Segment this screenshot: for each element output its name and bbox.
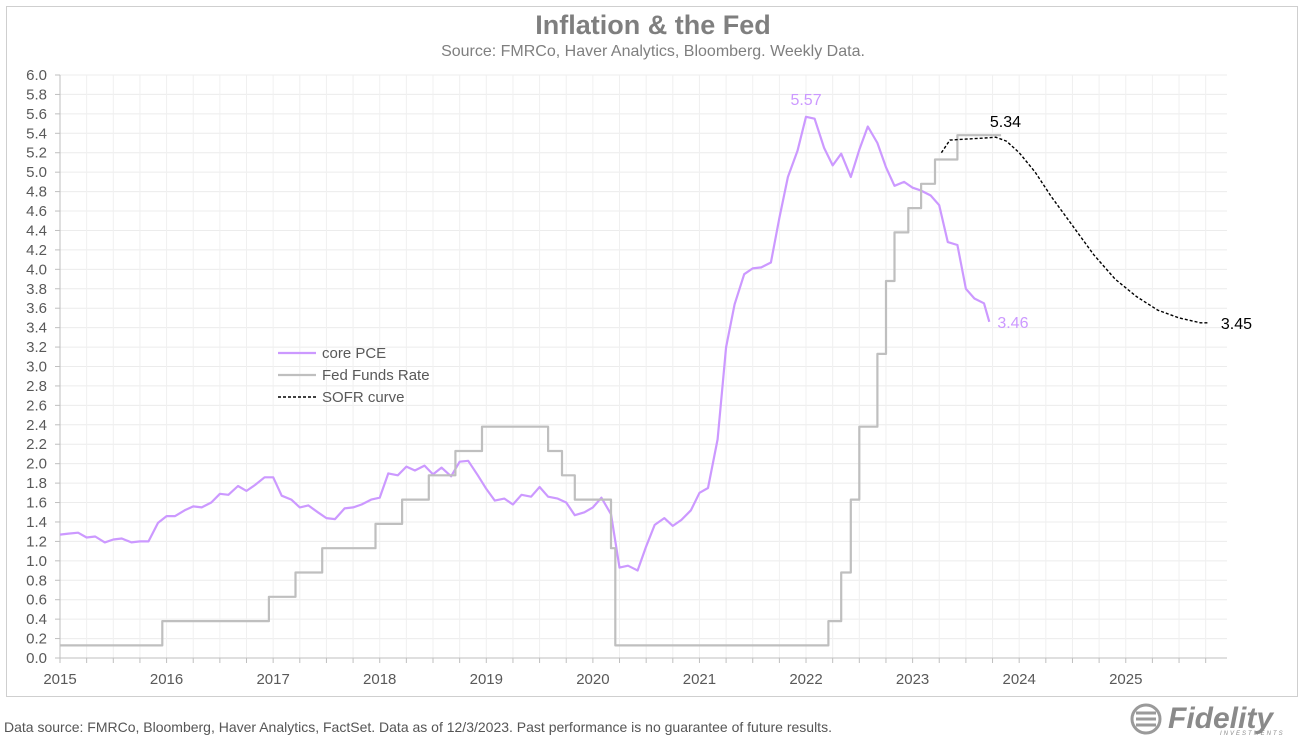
data-label: 5.34 — [990, 114, 1021, 131]
y-tick-label: 5.6 — [26, 106, 47, 123]
y-tick-label: 0.4 — [26, 611, 47, 628]
y-tick-label: 1.8 — [26, 475, 47, 492]
x-tick-label: 2022 — [789, 671, 822, 688]
y-tick-label: 1.4 — [26, 514, 47, 531]
x-tick-label: 2015 — [43, 671, 76, 688]
x-tick-label: 2025 — [1109, 671, 1142, 688]
chart-frame — [6, 6, 1298, 697]
y-tick-label: 4.4 — [26, 222, 47, 239]
legend-label: core PCE — [322, 345, 386, 362]
fidelity-mark-icon — [1130, 703, 1162, 735]
x-tick-label: 2016 — [150, 671, 183, 688]
x-tick-label: 2021 — [683, 671, 716, 688]
y-tick-label: 4.0 — [26, 261, 47, 278]
y-tick-label: 1.6 — [26, 495, 47, 512]
y-tick-label: 1.2 — [26, 533, 47, 550]
y-tick-label: 5.4 — [26, 125, 47, 142]
y-tick-label: 2.4 — [26, 417, 47, 434]
y-tick-label: 5.8 — [26, 86, 47, 103]
x-tick-label: 2020 — [576, 671, 609, 688]
chart-subtitle: Source: FMRCo, Haver Analytics, Bloomber… — [441, 43, 865, 60]
logo-word: Fidelity — [1168, 702, 1274, 735]
y-tick-label: 5.0 — [26, 164, 47, 181]
legend: core PCE Fed Funds Rate SOFR curve — [278, 345, 430, 406]
y-tick-label: 1.0 — [26, 553, 47, 570]
y-tick-label: 2.6 — [26, 397, 47, 414]
x-tick-label: 2023 — [896, 671, 929, 688]
x-tick-label: 2019 — [470, 671, 503, 688]
series-line-sofr-curve — [940, 136, 1209, 324]
grid-lines — [59, 74, 1227, 659]
y-tick-label: 5.2 — [26, 145, 47, 162]
y-tick-label: 0.0 — [26, 650, 47, 667]
y-tick-label: 3.0 — [26, 359, 47, 376]
y-tick-label: 2.2 — [26, 436, 47, 453]
y-tick-label: 4.6 — [26, 203, 47, 220]
y-tick-label: 0.6 — [26, 592, 47, 609]
footnote: Data source: FMRCo, Bloomberg, Haver Ana… — [4, 719, 832, 735]
y-tick-label: 3.6 — [26, 300, 47, 317]
x-tick-label: 2024 — [1002, 671, 1035, 688]
y-tick-label: 2.8 — [26, 378, 47, 395]
y-tick-label: 4.2 — [26, 242, 47, 259]
y-tick-label: 4.8 — [26, 184, 47, 201]
y-tick-label: 0.2 — [26, 631, 47, 648]
y-tick-label: 3.4 — [26, 320, 47, 337]
series-line-core-pce — [59, 115, 991, 572]
data-label: 3.45 — [1221, 316, 1252, 333]
series-lines — [59, 115, 1209, 647]
y-tick-label: 2.0 — [26, 456, 47, 473]
legend-label: SOFR curve — [322, 389, 405, 406]
legend-label: Fed Funds Rate — [322, 367, 430, 384]
y-tick-label: 3.8 — [26, 281, 47, 298]
data-labels: 5.57 3.46 5.34 3.45 — [790, 92, 1252, 333]
x-tick-label: 2018 — [363, 671, 396, 688]
data-label: 3.46 — [997, 315, 1028, 332]
series-line-fed-funds-rate — [60, 134, 1002, 647]
y-tick-label: 6.0 — [26, 67, 47, 84]
x-tick-label: 2017 — [256, 671, 289, 688]
y-tick-label: 3.2 — [26, 339, 47, 356]
chart-title: Inflation & the Fed — [535, 10, 771, 40]
axes: 0.0 0.2 0.4 0.6 0.8 1.0 1.2 1.4 1.6 1.8 2.0 2.2 2.4 2… — [26, 67, 1227, 688]
logo-subtitle: INVESTMENTS — [1220, 731, 1285, 737]
fidelity-logo: Fidelity INVESTMENTS — [1128, 702, 1304, 738]
data-label: 5.57 — [790, 92, 821, 109]
y-tick-label: 0.8 — [26, 572, 47, 589]
